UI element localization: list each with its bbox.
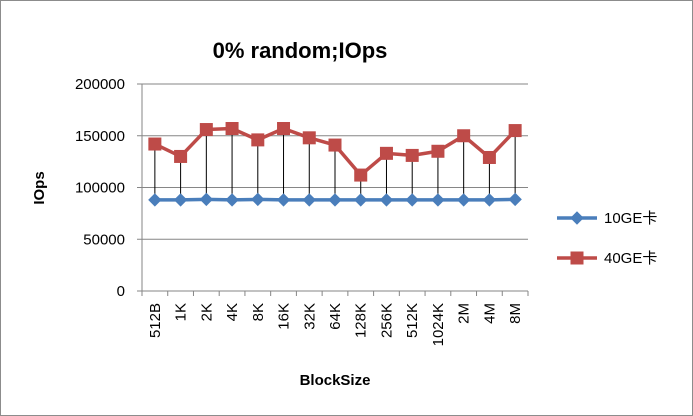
data-point-2 — [431, 144, 445, 158]
x-tick-label: 32K — [301, 303, 318, 330]
x-tick-label: 1K — [173, 303, 190, 321]
data-point-2 — [225, 122, 239, 136]
y-tick-label: 50000 — [83, 231, 125, 248]
legend-marker-2 — [570, 251, 584, 265]
data-point-2 — [405, 148, 419, 162]
data-point-2 — [354, 168, 368, 182]
x-tick-label: 256K — [378, 303, 395, 338]
data-point-1 — [276, 193, 291, 207]
data-point-2 — [457, 129, 471, 143]
data-point-1 — [148, 193, 162, 207]
data-point-1 — [328, 193, 342, 207]
data-point-1 — [354, 193, 368, 207]
x-tick-label: 16K — [276, 303, 293, 330]
data-point-2 — [277, 122, 291, 136]
x-axis-title: BlockSize — [300, 372, 371, 389]
x-tick-label: 2K — [198, 303, 215, 321]
chart-title: 0% random;IOps — [213, 38, 388, 63]
plot-area: 0 50000 100000 150000 200000 512B 1K 2K 4K 8K 16K 3… — [75, 76, 529, 346]
data-point-1 — [405, 193, 419, 207]
x-tick-label: 4M — [481, 303, 498, 324]
y-tick-label: 0 — [117, 283, 125, 300]
x-tick-label: 512B — [147, 303, 164, 338]
data-point-2 — [148, 137, 162, 151]
data-point-1 — [199, 192, 214, 207]
legend-marker-1 — [570, 211, 584, 225]
data-point-2 — [379, 146, 393, 160]
legend: 10GE卡 40GE卡 — [557, 210, 657, 267]
data-point-1 — [379, 193, 394, 207]
y-tick-label: 200000 — [75, 76, 125, 93]
data-point-2 — [508, 124, 522, 138]
data-point-2 — [251, 133, 265, 147]
data-point-2 — [328, 138, 342, 152]
data-point-1 — [302, 193, 316, 207]
legend-label-1: 10GE卡 — [604, 210, 657, 227]
x-tick-label: 4K — [224, 303, 241, 321]
x-tick-label: 1024K — [430, 303, 447, 346]
data-point-1 — [456, 193, 471, 207]
x-tick-label: 8M — [507, 303, 524, 324]
data-point-1 — [508, 192, 522, 207]
x-tick-label: 512K — [404, 303, 421, 338]
data-point-2 — [174, 149, 188, 163]
data-point-1 — [225, 193, 239, 207]
y-tick-label: 100000 — [75, 180, 125, 197]
data-point-2 — [302, 131, 316, 145]
x-tick-label: 8K — [250, 303, 267, 321]
data-point-1 — [173, 193, 188, 207]
data-point-2 — [199, 123, 213, 137]
data-point-1 — [431, 193, 445, 207]
data-point-1 — [482, 193, 497, 207]
x-tick-label: 128K — [353, 303, 370, 338]
x-tick-label: 2M — [456, 303, 473, 324]
x-tick-label: 64K — [327, 303, 344, 330]
data-point-2 — [482, 150, 496, 164]
data-point-1 — [251, 192, 265, 207]
y-tick-label: 150000 — [75, 128, 125, 145]
legend-label-2: 40GE卡 — [604, 250, 657, 267]
y-axis-title: IOps — [31, 171, 48, 204]
